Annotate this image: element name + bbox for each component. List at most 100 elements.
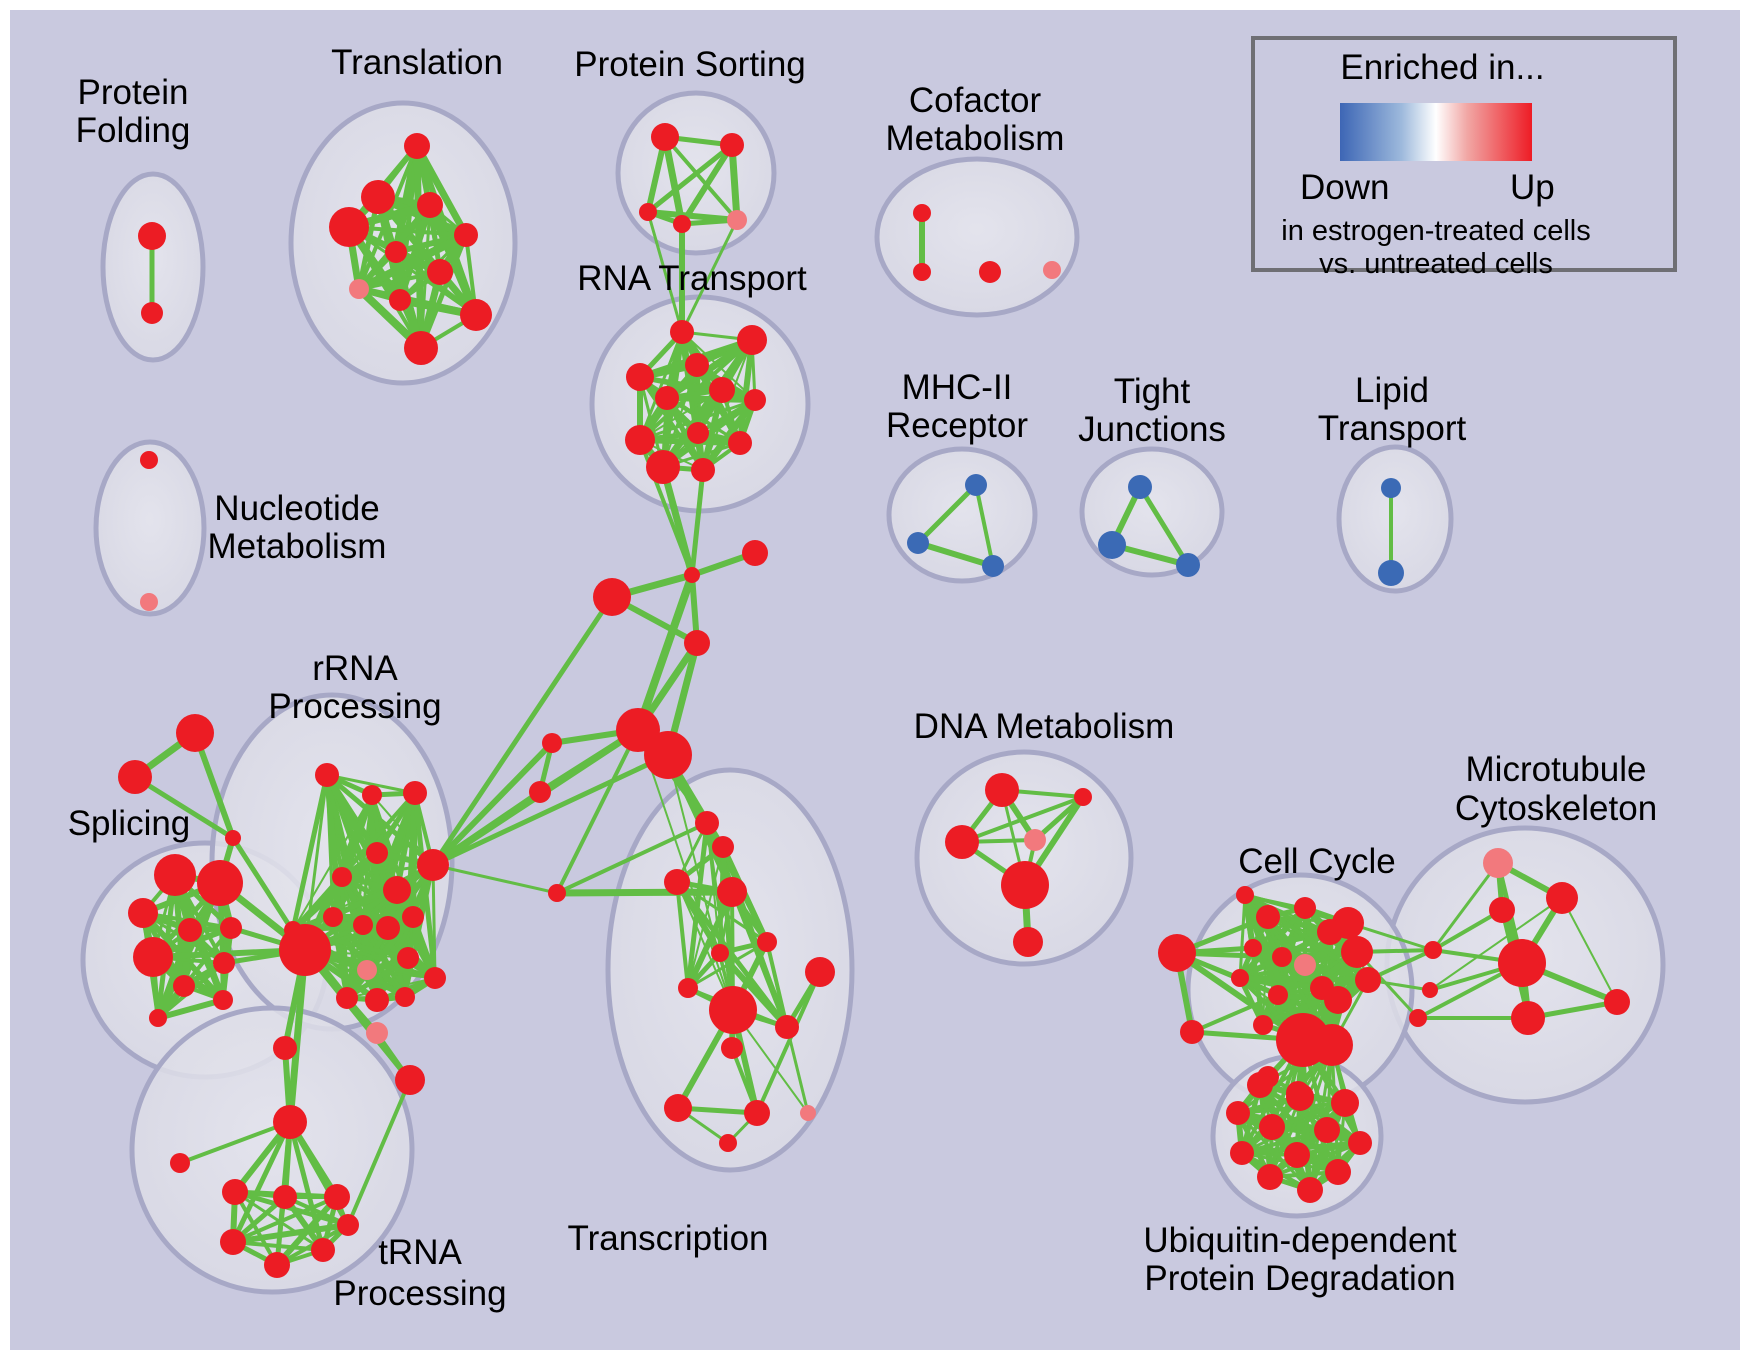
network-edge [132, 774, 236, 841]
gene-set-node [1324, 986, 1352, 1014]
gene-set-node [737, 325, 767, 355]
gene-set-node [1314, 1117, 1340, 1143]
gene-set-node [1422, 982, 1438, 998]
network-edge [431, 863, 437, 980]
gene-set-node [1247, 1072, 1273, 1098]
network-edge [357, 270, 442, 291]
cluster-label-nucleotide-metabolism: Nucleotide [214, 489, 379, 528]
cluster-label-protein-sorting: Protein Sorting [574, 45, 806, 84]
cluster-label-tight-junctions: Tight [1114, 372, 1191, 411]
gene-set-node [279, 924, 331, 976]
gene-set-node [1259, 1114, 1285, 1140]
network-edge [1268, 1043, 1334, 1179]
cluster-label-splicing: Splicing [68, 804, 191, 843]
gene-set-node [397, 947, 419, 969]
network-edge [287, 1119, 326, 1253]
gene-set-node [395, 1065, 425, 1095]
gene-set-node [357, 960, 377, 980]
gene-set-node [1158, 934, 1196, 972]
network-edge [230, 1222, 351, 1245]
gene-set-node [744, 1100, 770, 1126]
network-edge [430, 740, 555, 868]
gene-set-node [220, 917, 242, 939]
gene-set-node [1268, 985, 1288, 1005]
gene-set-node [711, 944, 729, 962]
gene-set-node [1236, 886, 1254, 904]
cluster-label-dna-metabolism: DNA Metabolism [914, 707, 1175, 746]
gene-set-node [170, 1153, 190, 1173]
gene-set-node [625, 425, 655, 455]
legend-down-label: Down [1300, 168, 1390, 207]
gene-set-node [273, 1185, 297, 1209]
network-edge [292, 864, 434, 931]
gene-set-node [213, 990, 233, 1010]
gene-set-node [154, 854, 196, 896]
cluster-label-rrna-processing: rRNA [312, 649, 398, 688]
network-edge [1240, 1128, 1329, 1155]
gene-set-node [1128, 475, 1152, 499]
gene-set-node [1230, 1141, 1254, 1165]
network-edge [974, 483, 995, 568]
network-edge [689, 467, 706, 578]
gene-set-node [644, 731, 692, 779]
gene-set-node [315, 763, 339, 787]
gene-set-node [678, 978, 698, 998]
network-edge [430, 752, 671, 868]
gene-set-node [548, 884, 566, 902]
gene-set-node [717, 877, 747, 907]
gene-set-node [1001, 861, 1049, 909]
cluster-label-transcription: Transcription [568, 1219, 769, 1258]
network-edge [755, 970, 822, 1115]
network-edge [639, 389, 723, 441]
gene-set-node [324, 1184, 350, 1210]
gene-set-node [687, 422, 709, 444]
gene-set-node [222, 1179, 248, 1205]
network-edge [431, 863, 559, 895]
gene-set-node [1409, 1009, 1427, 1027]
network-edge [717, 950, 790, 1030]
cluster-ellipse-trna-processing [129, 1005, 415, 1295]
gene-set-node [128, 898, 158, 928]
gene-set-node [1013, 927, 1043, 957]
network-edge [325, 773, 417, 795]
gene-set-node [1381, 478, 1401, 498]
legend-caption-line1: in estrogen-treated cells [1281, 215, 1591, 247]
cluster-label-microtubule-cytoskeleton: Cytoskeleton [1455, 789, 1657, 828]
network-edge [426, 201, 480, 319]
gene-set-node [362, 785, 382, 805]
gene-set-node [728, 431, 752, 455]
gene-set-node [1253, 1015, 1273, 1035]
gene-set-node [626, 363, 654, 391]
gene-set-node [366, 1022, 388, 1044]
cluster-label-cofactor-metabolism: Metabolism [886, 119, 1065, 158]
cluster-label-microtubule-cytoskeleton: Microtubule [1466, 750, 1647, 789]
gene-set-node [311, 1238, 335, 1262]
gene-set-node [651, 123, 679, 151]
cluster-label-lipid-transport: Transport [1318, 409, 1467, 448]
gene-set-node [664, 869, 690, 895]
gene-set-node [140, 593, 158, 611]
gene-set-node [361, 180, 395, 214]
cluster-label-lipid-transport: Lipid [1355, 371, 1429, 410]
cluster-ellipse-lipid-transport [1336, 444, 1454, 594]
gene-set-node [1098, 531, 1126, 559]
gene-set-node [800, 1105, 816, 1121]
gene-set-node [1180, 1020, 1204, 1044]
gene-set-node [646, 450, 680, 484]
gene-set-node [138, 222, 166, 250]
gene-set-node [332, 867, 352, 887]
network-edge [230, 1119, 293, 1245]
gene-set-node [149, 1009, 167, 1027]
network-edge [1190, 993, 1280, 1034]
network-edge [646, 210, 684, 334]
gene-set-node [1604, 989, 1630, 1015]
cluster-label-protein-folding: Folding [76, 111, 191, 150]
gene-set-node [213, 952, 235, 974]
network-edge [555, 728, 640, 895]
gene-set-node [1024, 829, 1046, 851]
cluster-label-trna-processing: Processing [333, 1274, 506, 1313]
network-edge [1237, 975, 1371, 983]
gene-set-node [1176, 553, 1200, 577]
network-edge [233, 1190, 279, 1267]
gene-set-node [1546, 882, 1578, 914]
